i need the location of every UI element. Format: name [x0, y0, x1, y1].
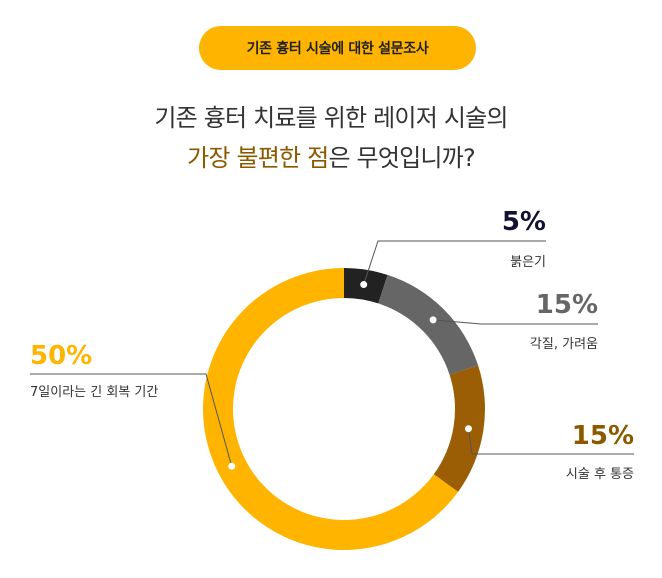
category-label-2: 시술 후 통증	[566, 467, 634, 482]
percent-label-0: 5%	[502, 207, 546, 237]
category-label-0: 붉은기	[510, 255, 546, 270]
leader-dot-3	[228, 462, 236, 470]
leader-dot-1	[429, 316, 437, 324]
question-highlight: 가장 불편한 점	[187, 144, 329, 172]
donut-slice-2	[433, 365, 485, 492]
question-title-line1: 기존 흉터 치료를 위한 레이저 시술의	[154, 104, 508, 132]
percent-label-2: 15%	[572, 421, 634, 451]
question-title-line2: 가장 불편한 점은 무엇입니까?	[0, 138, 662, 173]
percent-label-1: 15%	[536, 290, 598, 320]
leader-line-2	[467, 428, 634, 455]
category-label-1: 각질, 가려움	[530, 337, 598, 352]
survey-badge: 기존 흉터 시술에 대한 설문조사	[199, 26, 476, 70]
leader-line-0	[363, 240, 546, 285]
leader-line-3	[30, 373, 233, 467]
percent-label-3: 50%	[30, 341, 92, 371]
category-label-3: 7일이라는 긴 회복 기간	[30, 385, 158, 400]
question-title-rest: 은 무엇입니까?	[328, 144, 475, 172]
donut-slice-1	[378, 274, 479, 375]
leader-dot-2	[464, 425, 472, 433]
leader-line-1	[433, 319, 598, 325]
leader-dot-0	[360, 281, 368, 289]
